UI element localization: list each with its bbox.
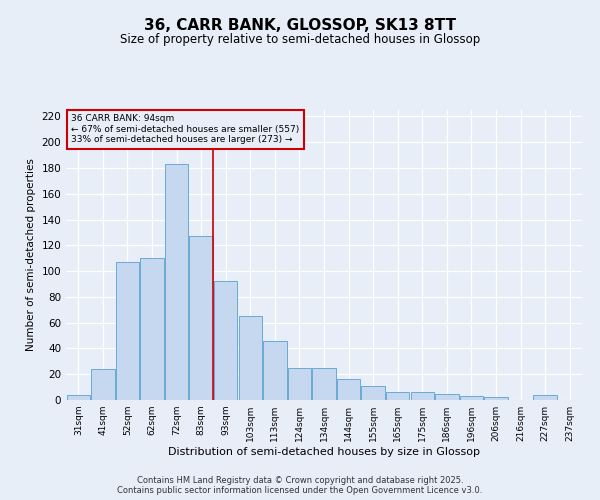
Y-axis label: Number of semi-detached properties: Number of semi-detached properties (26, 158, 36, 352)
Bar (337, 380, 360, 400)
Bar (484, 398, 508, 400)
Text: 36, CARR BANK, GLOSSOP, SK13 8TT: 36, CARR BANK, GLOSSOP, SK13 8TT (144, 18, 456, 32)
Bar (460, 396, 483, 400)
Bar (67, 395, 90, 400)
Bar (361, 386, 385, 400)
Bar (165, 164, 188, 400)
Bar (91, 369, 115, 400)
Bar (288, 368, 311, 400)
Text: Contains HM Land Registry data © Crown copyright and database right 2025.
Contai: Contains HM Land Registry data © Crown c… (118, 476, 482, 495)
Bar (435, 394, 458, 400)
Bar (116, 262, 139, 400)
X-axis label: Distribution of semi-detached houses by size in Glossop: Distribution of semi-detached houses by … (168, 447, 480, 457)
Bar (386, 392, 409, 400)
Text: Size of property relative to semi-detached houses in Glossop: Size of property relative to semi-detach… (120, 32, 480, 46)
Bar (140, 258, 164, 400)
Text: 36 CARR BANK: 94sqm
← 67% of semi-detached houses are smaller (557)
33% of semi-: 36 CARR BANK: 94sqm ← 67% of semi-detach… (71, 114, 299, 144)
Bar (239, 316, 262, 400)
Bar (410, 392, 434, 400)
Bar (214, 282, 238, 400)
Bar (263, 340, 287, 400)
Bar (313, 368, 335, 400)
Bar (190, 236, 213, 400)
Bar (533, 395, 557, 400)
